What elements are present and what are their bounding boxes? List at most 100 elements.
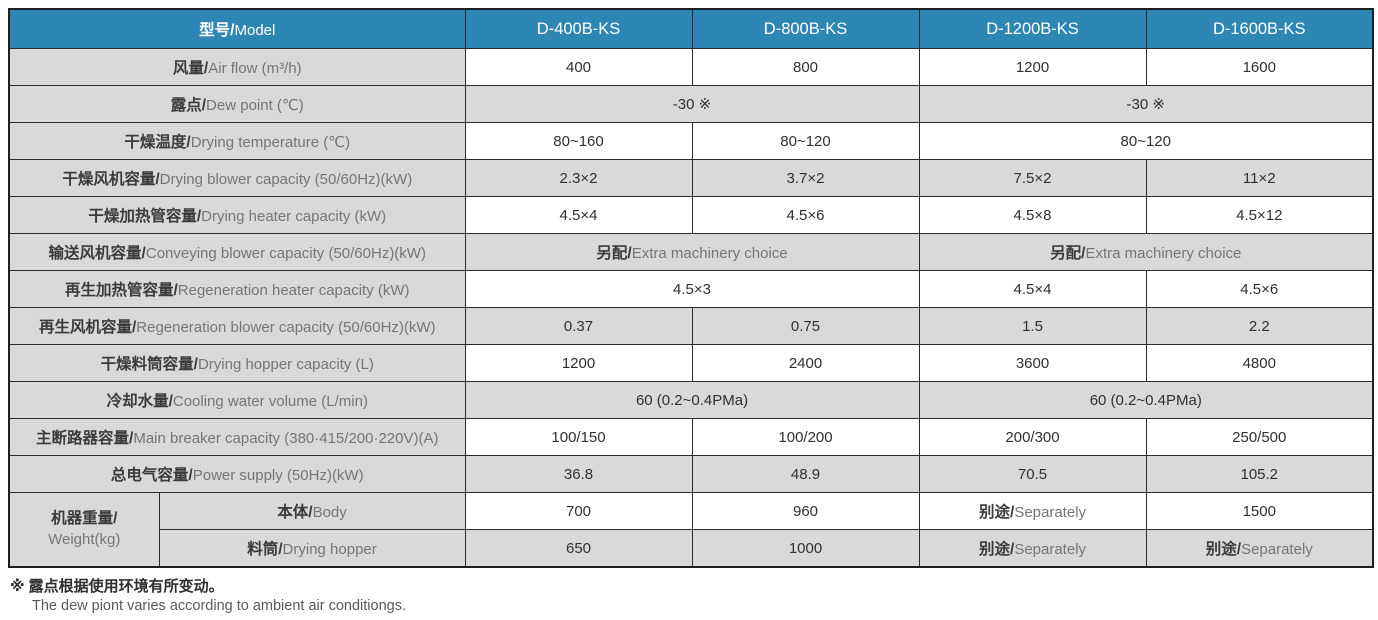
label-en: Separately [1014, 541, 1087, 558]
value-cell: 48.9 [691, 455, 920, 493]
value-cell: 250/500 [1145, 418, 1374, 456]
value-cell: 105.2 [1145, 455, 1374, 493]
label-en: Power supply (50Hz)(kW) [192, 467, 364, 484]
label-zh: 本体/ [277, 504, 313, 521]
value-cell: 800 [691, 48, 920, 86]
value-cell: 1200 [464, 344, 693, 382]
row-label: 干燥加热管容量/Drying heater capacity (kW) [8, 196, 466, 234]
model-header-d-1200b-ks: D-1200B-KS [918, 8, 1147, 49]
value-cell: 4.5×4 [464, 196, 693, 234]
value-cell: 700 [464, 492, 693, 530]
value-cell: 1500 [1145, 492, 1374, 530]
row-drying-temperature: 干燥温度/Drying temperature (℃) 80~160 80~120 8… [8, 122, 1374, 160]
label-zh: 风量/ [172, 60, 209, 77]
label-zh: 干燥温度/ [124, 134, 191, 151]
value-cell: 100/150 [464, 418, 693, 456]
value-cell: 4.5×6 [691, 196, 920, 234]
label-zh: 干燥风机容量/ [62, 171, 160, 188]
row-dew-point: 露点/Dew point (℃) -30 ※ -30 ※ [8, 85, 1374, 123]
model-header-d-800b-ks: D-800B-KS [691, 8, 920, 49]
spec-sheet: 型号/Model D-400B-KS D-800B-KS D-1200B-KS D-16… [8, 8, 1375, 614]
value-cell: 200/300 [918, 418, 1147, 456]
value-cell: 4.5×3 [464, 270, 920, 308]
label-en: Regeneration blower capacity (50/60Hz)(k… [136, 319, 436, 336]
row-drying-heater-capacity: 干燥加热管容量/Drying heater capacity (kW) 4.5×4… [8, 196, 1374, 234]
value-cell: 2400 [691, 344, 920, 382]
value-cell: 36.8 [464, 455, 693, 493]
label-zh: 主断路器容量/ [36, 430, 134, 447]
label-zh: 冷却水量/ [106, 393, 173, 410]
row-regeneration-heater-capacity: 再生加热管容量/Regeneration heater capacity (kW… [8, 270, 1374, 308]
value-cell: 0.75 [691, 307, 920, 345]
label-en: Drying blower capacity (50/60Hz)(kW) [159, 171, 413, 188]
label-zh: 别途/ [979, 504, 1015, 521]
label-en: Dew point (℃) [206, 97, 304, 114]
label-en: Weight(kg) [48, 530, 121, 548]
row-label: 主断路器容量/Main breaker capacity (380·415/20… [8, 418, 466, 456]
label-en: Air flow (m³/h) [208, 60, 302, 77]
value-cell: 1200 [918, 48, 1147, 86]
label-zh: 干燥料筒容量/ [100, 356, 198, 373]
label-en: Separately [1241, 541, 1313, 558]
row-label: 风量/Air flow (m³/h) [8, 48, 466, 86]
value-cell: 80~120 [691, 122, 920, 160]
row-label: 干燥风机容量/Drying blower capacity (50/60Hz)(… [8, 159, 466, 197]
value-cell: 4.5×12 [1145, 196, 1374, 234]
label-zh: 再生加热管容量/ [64, 282, 178, 299]
footnote-text-zh: 露点根据使用环境有所变动。 [28, 578, 224, 595]
label-en: Drying hopper [282, 541, 377, 558]
value-cell: 100/200 [691, 418, 920, 456]
row-label: 冷却水量/Cooling water volume (L/min) [8, 381, 466, 419]
label-en: Drying hopper capacity (L) [197, 356, 374, 373]
value-cell: 2.2 [1145, 307, 1374, 345]
value-cell: 1.5 [918, 307, 1147, 345]
label-en: Body [312, 504, 347, 521]
label-zh: 总电气容量/ [110, 467, 193, 484]
label-zh: 机器重量/ [51, 509, 118, 527]
label-zh: 别途/ [979, 541, 1015, 558]
label-en: Cooling water volume (L/min) [172, 393, 368, 410]
row-cooling-water-volume: 冷却水量/Cooling water volume (L/min) 60 (0.2… [8, 381, 1374, 419]
weight-group-label: 机器重量/Weight(kg) [8, 492, 160, 568]
label-zh: 另配/ [1050, 245, 1086, 262]
label-zh: 再生风机容量/ [38, 319, 137, 336]
label-en: Conveying blower capacity (50/60Hz)(kW) [145, 245, 426, 262]
label-en: Regeneration heater capacity (kW) [177, 282, 410, 299]
value-cell: 80~120 [918, 122, 1374, 160]
value-cell: -30 ※ [918, 85, 1374, 123]
model-header-d-400b-ks: D-400B-KS [464, 8, 693, 49]
value-cell: 另配/Extra machinery choice [918, 233, 1374, 271]
value-cell: 1000 [691, 529, 920, 568]
header-row: 型号/Model D-400B-KS D-800B-KS D-1200B-KS D-16… [8, 8, 1374, 49]
row-label: 再生风机容量/Regeneration blower capacity (50/… [8, 307, 466, 345]
row-label: 再生加热管容量/Regeneration heater capacity (kW… [8, 270, 466, 308]
label-en: Extra machinery choice [1085, 245, 1242, 262]
value-cell: 60 (0.2~0.4PMa) [464, 381, 920, 419]
row-drying-hopper-capacity: 干燥料筒容量/Drying hopper capacity (L) 1200 240… [8, 344, 1374, 382]
header-label-cell: 型号/Model [8, 8, 466, 49]
label-zh: 另配/ [596, 245, 632, 262]
value-cell: 别途/Separately [918, 529, 1147, 568]
label-en: Model [234, 22, 276, 39]
value-cell: 4.5×8 [918, 196, 1147, 234]
label-en: Drying temperature (℃) [190, 134, 351, 151]
footnote-line-zh: ※ 露点根据使用环境有所变动。 [10, 575, 1374, 596]
label-en: Extra machinery choice [631, 245, 788, 262]
value-cell: 60 (0.2~0.4PMa) [918, 381, 1374, 419]
value-cell: 另配/Extra machinery choice [464, 233, 920, 271]
value-cell: 70.5 [918, 455, 1147, 493]
row-sublabel: 料筒/Drying hopper [158, 529, 466, 568]
value-cell: 3600 [918, 344, 1147, 382]
row-air-flow: 风量/Air flow (m³/h) 400 800 1200 1600 [8, 48, 1374, 86]
reference-mark-icon: ※ [10, 578, 25, 595]
label-zh: 干燥加热管容量/ [88, 208, 202, 225]
value-cell: 960 [691, 492, 920, 530]
row-conveying-blower-capacity: 输送风机容量/Conveying blower capacity (50/60H… [8, 233, 1374, 271]
value-cell: 别途/Separately [1145, 529, 1374, 568]
row-label: 总电气容量/Power supply (50Hz)(kW) [8, 455, 466, 493]
model-header-d-1600b-ks: D-1600B-KS [1145, 8, 1374, 49]
label-en: Separately [1014, 504, 1087, 521]
label-zh: 露点/ [170, 97, 207, 114]
row-drying-blower-capacity: 干燥风机容量/Drying blower capacity (50/60Hz)(… [8, 159, 1374, 197]
value-cell: 0.37 [464, 307, 693, 345]
